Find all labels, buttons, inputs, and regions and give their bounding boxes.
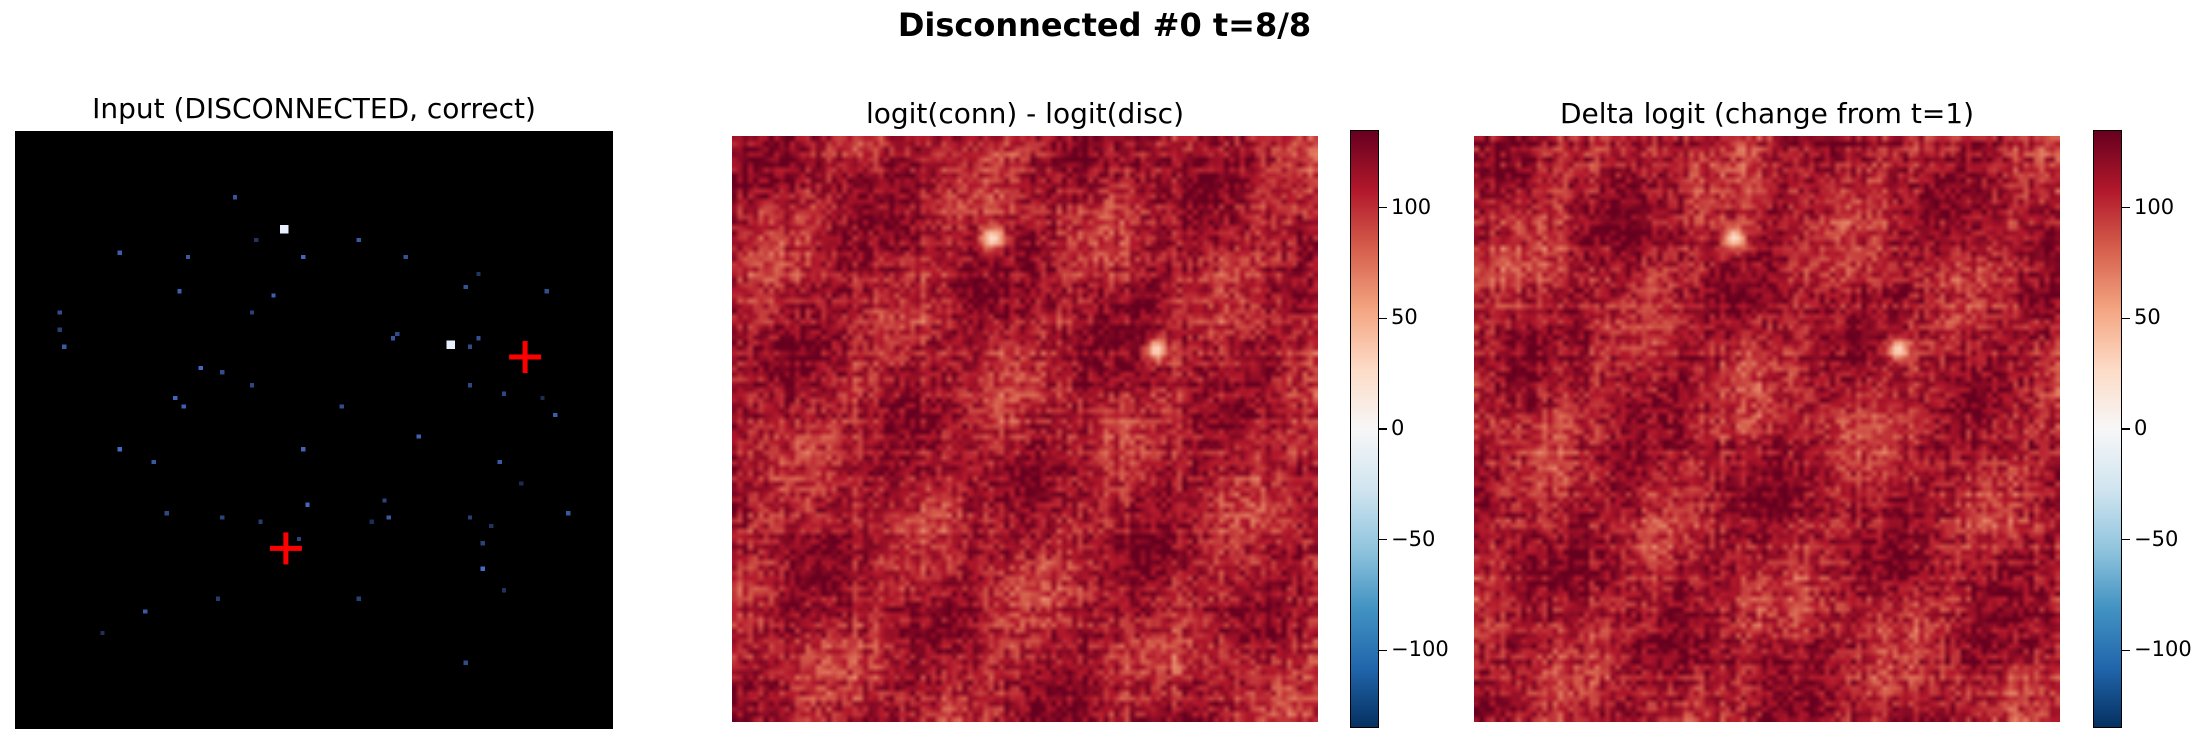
colorbar-tick-label: 100 xyxy=(1391,194,1432,219)
figure-title: Disconnected #0 t=8/8 xyxy=(897,6,1312,44)
colorbar-tick-mark xyxy=(2122,317,2130,319)
colorbar-tick-mark xyxy=(2122,538,2130,541)
colorbar-tick-label: −50 xyxy=(2134,526,2179,551)
colorbar-tick-mark xyxy=(2122,428,2130,430)
panel-title-logit: logit(conn) - logit(disc) xyxy=(865,97,1185,130)
delta-heatmap xyxy=(1474,136,2060,722)
colorbar-tick-label: −50 xyxy=(1391,526,1436,551)
colorbar-tick-label: 0 xyxy=(2134,416,2148,440)
delta-colorbar xyxy=(2093,130,2122,728)
colorbar-tick-label: 50 xyxy=(1391,305,1418,330)
colorbar-tick-label: −100 xyxy=(1391,637,1449,662)
colorbar-tick-label: −100 xyxy=(2134,637,2192,662)
colorbar-tick-mark xyxy=(1379,428,1387,430)
logit-heatmap xyxy=(732,136,1318,722)
panel-title-delta: Delta logit (change from t=1) xyxy=(1559,97,1975,130)
colorbar-tick-mark xyxy=(1379,538,1387,541)
colorbar-tick-mark xyxy=(2122,206,2130,209)
colorbar-tick-label: 0 xyxy=(1391,416,1405,440)
colorbar-tick-label: 100 xyxy=(2134,194,2175,219)
colorbar-tick-mark xyxy=(1379,317,1387,319)
logit-colorbar xyxy=(1350,130,1379,728)
colorbar-tick-mark xyxy=(2122,649,2130,652)
colorbar-tick-mark xyxy=(1379,649,1387,652)
colorbar-tick-mark xyxy=(1379,206,1387,209)
input-heatmap xyxy=(15,131,613,729)
input-markers xyxy=(269,341,542,565)
panel-title-input: Input (DISCONNECTED, correct) xyxy=(92,92,536,125)
red-cross-marker-0 xyxy=(509,341,542,374)
red-cross-marker-1 xyxy=(269,532,302,565)
colorbar-tick-label: 50 xyxy=(2134,305,2161,330)
